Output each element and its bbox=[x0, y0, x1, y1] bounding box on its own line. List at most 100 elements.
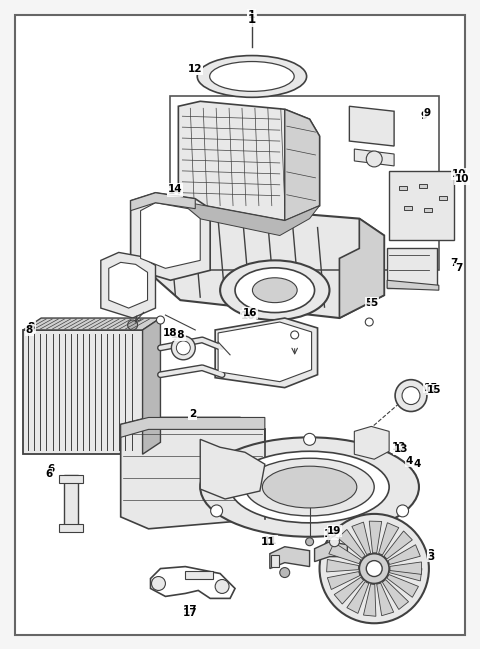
Polygon shape bbox=[131, 193, 210, 280]
Circle shape bbox=[329, 537, 339, 546]
Text: 16: 16 bbox=[243, 308, 257, 318]
Circle shape bbox=[304, 434, 315, 445]
Ellipse shape bbox=[197, 56, 307, 97]
Polygon shape bbox=[23, 318, 160, 330]
Ellipse shape bbox=[245, 458, 374, 516]
Circle shape bbox=[152, 576, 166, 591]
Text: 10: 10 bbox=[455, 174, 469, 184]
Text: 18: 18 bbox=[171, 330, 186, 340]
Text: 6: 6 bbox=[48, 464, 55, 474]
Ellipse shape bbox=[252, 278, 297, 302]
Circle shape bbox=[365, 318, 373, 326]
Text: 18: 18 bbox=[163, 328, 178, 338]
Circle shape bbox=[395, 380, 427, 411]
Text: 1: 1 bbox=[248, 13, 256, 26]
Polygon shape bbox=[120, 417, 265, 529]
Polygon shape bbox=[337, 530, 365, 558]
Text: 17: 17 bbox=[183, 606, 198, 615]
Ellipse shape bbox=[235, 268, 314, 313]
Polygon shape bbox=[388, 545, 420, 565]
Ellipse shape bbox=[210, 62, 294, 92]
Circle shape bbox=[128, 320, 138, 330]
Text: 11: 11 bbox=[263, 535, 277, 546]
Ellipse shape bbox=[263, 466, 357, 508]
Text: 4: 4 bbox=[413, 459, 420, 469]
Polygon shape bbox=[270, 546, 310, 569]
Polygon shape bbox=[131, 193, 195, 211]
Bar bbox=[23, 330, 143, 454]
Bar bbox=[399, 186, 407, 190]
Polygon shape bbox=[143, 318, 160, 454]
Polygon shape bbox=[390, 562, 421, 574]
Text: 6: 6 bbox=[46, 469, 53, 479]
Text: 9: 9 bbox=[423, 108, 431, 118]
Polygon shape bbox=[379, 522, 399, 555]
Bar bbox=[419, 184, 427, 188]
Text: 5: 5 bbox=[366, 298, 373, 308]
Polygon shape bbox=[352, 522, 371, 554]
Polygon shape bbox=[101, 252, 156, 318]
Bar bbox=[439, 196, 447, 200]
Circle shape bbox=[366, 561, 382, 576]
Circle shape bbox=[211, 505, 223, 517]
Polygon shape bbox=[329, 543, 361, 564]
Circle shape bbox=[360, 554, 389, 583]
Text: 8: 8 bbox=[25, 325, 33, 335]
Text: 1: 1 bbox=[248, 10, 256, 20]
Text: 7: 7 bbox=[450, 258, 457, 268]
Text: 15: 15 bbox=[427, 385, 441, 395]
Polygon shape bbox=[285, 109, 320, 221]
Polygon shape bbox=[314, 542, 348, 561]
Text: 3: 3 bbox=[427, 552, 434, 561]
Polygon shape bbox=[141, 202, 200, 268]
Bar bbox=[59, 475, 83, 483]
Circle shape bbox=[291, 331, 299, 339]
Polygon shape bbox=[387, 574, 419, 597]
Text: 9: 9 bbox=[420, 111, 428, 121]
Text: 4: 4 bbox=[405, 456, 413, 466]
Circle shape bbox=[215, 580, 229, 593]
Polygon shape bbox=[354, 426, 389, 459]
Text: 16: 16 bbox=[240, 311, 255, 321]
Ellipse shape bbox=[200, 437, 419, 537]
Polygon shape bbox=[334, 577, 363, 604]
Circle shape bbox=[402, 387, 420, 404]
Bar bbox=[389, 171, 454, 241]
Text: 12: 12 bbox=[188, 64, 203, 75]
Text: 14: 14 bbox=[168, 184, 183, 194]
Text: 19: 19 bbox=[324, 529, 339, 539]
Bar bbox=[271, 555, 279, 567]
Circle shape bbox=[176, 341, 190, 355]
Text: 19: 19 bbox=[327, 526, 342, 536]
Text: 7: 7 bbox=[455, 263, 462, 273]
Polygon shape bbox=[369, 521, 382, 553]
Text: 2: 2 bbox=[189, 410, 196, 419]
Bar bbox=[185, 570, 213, 578]
Circle shape bbox=[320, 514, 429, 623]
Bar bbox=[387, 249, 437, 288]
Bar bbox=[170, 96, 439, 271]
Circle shape bbox=[366, 151, 382, 167]
Polygon shape bbox=[175, 201, 320, 236]
Polygon shape bbox=[390, 569, 422, 581]
Polygon shape bbox=[377, 583, 394, 616]
Bar bbox=[404, 206, 412, 210]
Polygon shape bbox=[349, 106, 394, 146]
Polygon shape bbox=[339, 219, 384, 318]
Polygon shape bbox=[347, 582, 369, 613]
Polygon shape bbox=[387, 280, 439, 290]
Circle shape bbox=[280, 568, 290, 578]
Circle shape bbox=[306, 538, 313, 546]
Text: 13: 13 bbox=[394, 445, 408, 454]
Polygon shape bbox=[383, 580, 408, 609]
Text: 13: 13 bbox=[392, 442, 407, 452]
Polygon shape bbox=[156, 206, 384, 318]
Circle shape bbox=[396, 505, 408, 517]
Polygon shape bbox=[218, 322, 312, 382]
Ellipse shape bbox=[220, 260, 329, 320]
Circle shape bbox=[171, 336, 195, 360]
Text: 12: 12 bbox=[188, 64, 203, 75]
Text: 11: 11 bbox=[261, 537, 275, 546]
Polygon shape bbox=[215, 318, 318, 387]
Polygon shape bbox=[120, 417, 265, 437]
